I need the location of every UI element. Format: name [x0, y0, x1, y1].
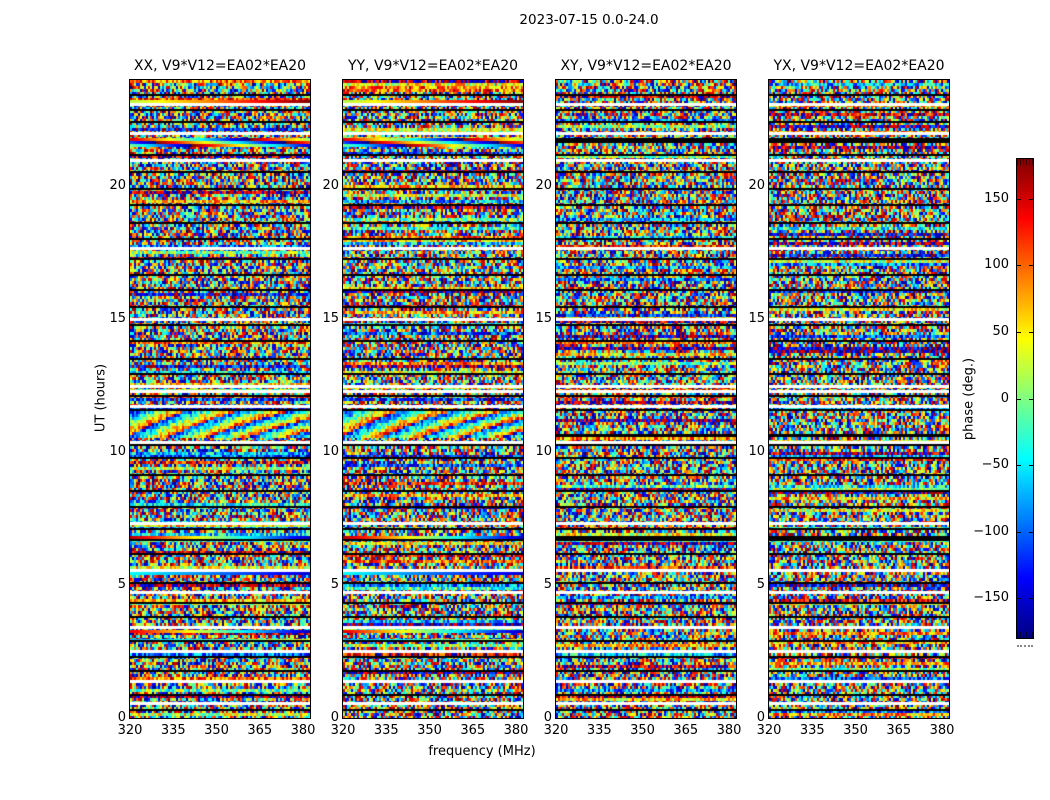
heatmap-canvas-yx [769, 80, 949, 718]
x-tick-label: 365 [673, 723, 699, 738]
y-tick-label: 15 [535, 311, 552, 327]
y-tick-label: 10 [535, 444, 552, 460]
colorbar-end-hatch-top [1017, 159, 1033, 165]
colorbar-tick-label: 50 [992, 323, 1009, 339]
colorbar-tick-mark [1017, 465, 1021, 466]
jet-gradient [1017, 159, 1033, 638]
colorbar-tick-mark [1029, 265, 1033, 266]
x-tick-label: 335 [799, 723, 825, 738]
colorbar-tick-mark [1029, 199, 1033, 200]
subplot-yy [342, 79, 524, 719]
panel-title-xx: XX, V9*V12=EA02*EA20 [133, 58, 307, 74]
colorbar-tick-mark [1017, 399, 1021, 400]
colorbar-underline-dots [1017, 645, 1033, 647]
x-tick-label: 350 [843, 723, 868, 738]
colorbar-tick-label: 0 [1000, 390, 1009, 406]
y-tick-label: 20 [748, 178, 765, 194]
colorbar-end-hatch-bottom [1017, 632, 1033, 638]
colorbar-gradient [1016, 158, 1034, 639]
x-tick-label: 380 [929, 723, 955, 738]
subplot-yx [768, 79, 950, 719]
subplot-xy [555, 79, 737, 719]
x-tick-label: 365 [247, 723, 273, 738]
x-tick-label: 335 [373, 723, 399, 738]
y-tick-label: 20 [535, 178, 552, 194]
colorbar-tick-mark [1017, 598, 1021, 599]
y-tick-label: 15 [748, 311, 765, 327]
colorbar-tick-label: −100 [973, 523, 1009, 539]
colorbar-tick-mark [1029, 532, 1033, 533]
colorbar-tick-label: 150 [984, 190, 1009, 206]
x-tick-label: 365 [886, 723, 912, 738]
colorbar-tick-mark [1017, 332, 1021, 333]
figure-title: 2023-07-15 0.0-24.0 [519, 12, 659, 28]
x-tick-label: 320 [756, 723, 782, 738]
colorbar-tick-label: 100 [984, 257, 1009, 273]
colorbar-tick-mark [1029, 332, 1033, 333]
y-tick-label: 10 [748, 444, 765, 460]
colorbar-tick-mark [1029, 399, 1033, 400]
subplot-xx [129, 79, 311, 719]
heatmap-canvas-xy [556, 80, 736, 718]
y-tick-label: 5 [117, 577, 126, 593]
y-tick-label: 10 [322, 444, 339, 460]
y-tick-label: 0 [756, 710, 765, 725]
y-tick-label: 15 [109, 311, 126, 327]
y-tick-label: 20 [322, 178, 339, 194]
colorbar-tick-mark [1017, 532, 1021, 533]
y-tick-label: 20 [109, 178, 126, 194]
y-tick-label: 5 [543, 577, 552, 593]
y-tick-label: 0 [330, 710, 339, 725]
x-tick-label: 365 [460, 723, 486, 738]
x-tick-label: 380 [716, 723, 742, 738]
colorbar-tick-mark [1029, 598, 1033, 599]
colorbar-tick-label: −50 [981, 457, 1009, 473]
x-tick-label: 320 [330, 723, 356, 738]
y-axis-label: UT (hours) [93, 363, 109, 433]
colorbar-tick-label: −150 [973, 590, 1009, 606]
x-tick-label: 380 [503, 723, 529, 738]
colorbar-tick-mark [1017, 199, 1021, 200]
panel-title-yy: YY, V9*V12=EA02*EA20 [347, 58, 519, 74]
x-tick-label: 350 [417, 723, 442, 738]
x-tick-label: 350 [630, 723, 655, 738]
panel-title-xy: XY, V9*V12=EA02*EA20 [560, 58, 732, 74]
colorbar-tick-mark [1017, 265, 1021, 266]
y-tick-label: 0 [117, 710, 126, 725]
y-tick-label: 10 [109, 444, 126, 460]
heatmap-canvas-xx [130, 80, 310, 718]
x-tick-label: 335 [586, 723, 612, 738]
heatmap-canvas-yy [343, 80, 523, 718]
y-tick-label: 0 [543, 710, 552, 725]
y-tick-label: 5 [756, 577, 765, 593]
x-tick-label: 320 [117, 723, 143, 738]
x-tick-label: 350 [204, 723, 229, 738]
y-tick-label: 15 [322, 311, 339, 327]
x-tick-label: 380 [290, 723, 316, 738]
x-axis-label: frequency (MHz) [428, 744, 536, 759]
panel-title-yx: YX, V9*V12=EA02*EA20 [773, 58, 945, 74]
x-tick-label: 335 [160, 723, 186, 738]
y-tick-label: 5 [330, 577, 339, 593]
x-tick-label: 320 [543, 723, 569, 738]
colorbar-tick-mark [1029, 465, 1033, 466]
